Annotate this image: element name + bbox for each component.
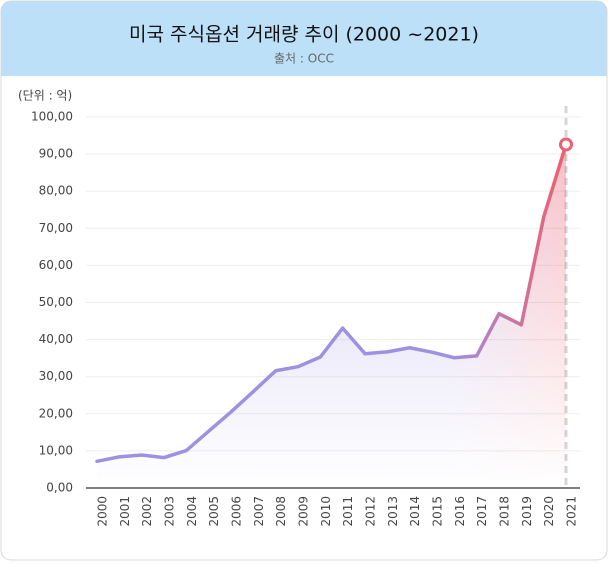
x-tick-label: 2007 (252, 496, 266, 527)
y-tick-label: 70,00 (39, 221, 73, 235)
y-axis-unit: (단위 : 억) (18, 89, 72, 103)
x-tick-label: 2004 (185, 496, 199, 527)
x-tick-label: 2014 (408, 496, 422, 527)
y-tick-label: 30,00 (39, 369, 73, 383)
y-tick-label: 0,00 (46, 481, 73, 495)
x-tick-label: 2005 (207, 496, 221, 527)
x-tick-label: 2016 (453, 496, 467, 527)
x-tick-label: 2013 (386, 496, 400, 527)
y-tick-label: 10,00 (39, 443, 73, 457)
y-tick-label: 20,00 (39, 406, 73, 420)
y-tick-label: 60,00 (39, 258, 73, 272)
chart-title: 미국 주식옵션 거래량 추이 (2000 ~2021) (129, 24, 479, 46)
x-tick-label: 2009 (297, 496, 311, 527)
x-tick-label: 2006 (230, 496, 244, 527)
y-tick-label: 100,00 (31, 110, 73, 124)
x-tick-label: 2020 (542, 496, 556, 527)
end-point (559, 137, 573, 152)
x-tick-label: 2015 (431, 496, 445, 527)
x-tick-label: 2008 (274, 496, 288, 527)
x-tick-label: 2018 (498, 496, 512, 527)
x-tick-label: 2017 (475, 496, 489, 527)
x-tick-label: 2001 (118, 496, 132, 527)
x-tick-label: 2000 (96, 496, 110, 527)
header-bg (1, 1, 607, 76)
area-group (97, 144, 566, 489)
y-tick-label: 40,00 (39, 332, 73, 346)
x-tick-label: 2002 (140, 496, 154, 527)
x-tick-label: 2021 (565, 496, 579, 527)
x-tick-label: 2011 (341, 496, 355, 527)
x-tick-label: 2012 (364, 496, 378, 527)
chart-subtitle: 출처 : OCC (274, 52, 334, 66)
area (97, 144, 566, 489)
x-tick-label: 2019 (520, 496, 534, 527)
y-tick-label: 80,00 (39, 184, 73, 198)
line (95, 142, 568, 464)
y-tick-label: 50,00 (39, 295, 73, 309)
x-tick-label: 2003 (163, 496, 177, 527)
y-tick-label: 90,00 (39, 147, 73, 161)
x-tick-label: 2010 (319, 496, 333, 527)
